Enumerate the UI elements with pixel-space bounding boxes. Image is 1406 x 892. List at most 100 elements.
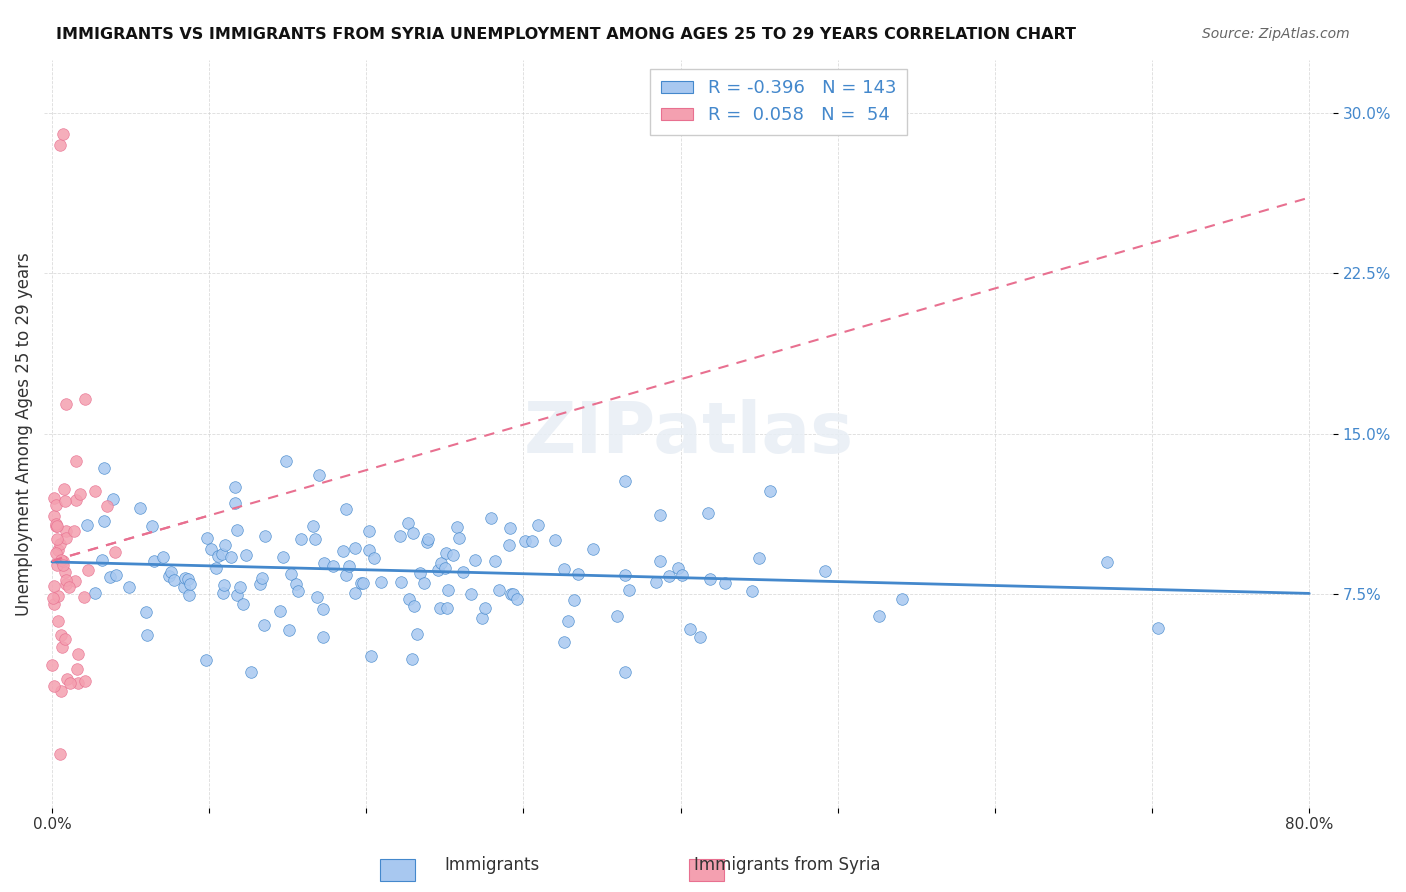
Point [104, 545, 127, 559]
Point [235, 548, 257, 562]
Point [650, 554, 672, 568]
Point [451, 565, 474, 579]
Point [437, 582, 460, 597]
Y-axis label: Unemployment Among Ages 25 to 29 years: Unemployment Among Ages 25 to 29 years [15, 252, 32, 615]
Point [212, 578, 235, 592]
Point [96, 500, 118, 514]
Point [226, 523, 249, 537]
Point [553, 562, 575, 576]
Point [290, 532, 312, 546]
Point [429, 601, 451, 615]
Point [142, 554, 165, 568]
Point [409, 566, 432, 580]
Point [224, 496, 246, 510]
Point [67, 676, 90, 690]
Point [58, 676, 80, 690]
Point [526, 518, 548, 533]
Point [103, 492, 125, 507]
Point [343, 586, 366, 600]
Point [55, 573, 77, 587]
Point [567, 566, 589, 581]
Point [658, 568, 681, 582]
Point [689, 630, 711, 644]
Point [44, 579, 66, 593]
Point [671, 568, 693, 582]
Point [389, 575, 412, 590]
Point [413, 575, 436, 590]
Point [75, 674, 97, 689]
Point [52, 128, 75, 142]
Point [1147, 621, 1170, 635]
Point [105, 568, 128, 582]
Point [195, 531, 218, 545]
Point [614, 568, 637, 582]
Point [396, 516, 419, 530]
Point [45, 532, 67, 546]
Point [232, 597, 254, 611]
Point [53, 482, 76, 496]
Point [76, 518, 98, 533]
Point [614, 474, 637, 488]
Point [582, 541, 605, 556]
Point [488, 583, 510, 598]
Point [484, 554, 506, 568]
Point [53, 566, 76, 580]
Point [498, 521, 520, 535]
Text: IMMIGRANTS VS IMMIGRANTS FROM SYRIA UNEMPLOYMENT AMONG AGES 25 TO 29 YEARS CORRE: IMMIGRANTS VS IMMIGRANTS FROM SYRIA UNEM… [56, 27, 1076, 42]
Point [51, 553, 73, 567]
Point [814, 564, 837, 578]
Text: Source: ZipAtlas.com: Source: ZipAtlas.com [1202, 27, 1350, 41]
Point [360, 649, 382, 664]
Point [613, 665, 636, 679]
Point [55, 531, 77, 545]
Point [249, 577, 271, 591]
Point [446, 520, 468, 534]
Point [479, 511, 502, 525]
Point [135, 628, 157, 642]
Point [173, 580, 195, 594]
Point [226, 588, 249, 602]
Point [66, 648, 89, 662]
FancyBboxPatch shape [380, 859, 415, 881]
Point [45, 545, 67, 559]
Point [62, 524, 84, 539]
Point [644, 574, 666, 589]
Point [55, 397, 77, 411]
Point [58, 580, 80, 594]
Point [562, 592, 585, 607]
Point [515, 533, 537, 548]
Point [221, 550, 243, 565]
Point [498, 538, 520, 552]
Point [42, 597, 65, 611]
Point [557, 614, 579, 628]
Point [388, 529, 411, 543]
Point [406, 627, 429, 641]
Point [224, 480, 246, 494]
Point [160, 565, 183, 579]
Point [65, 454, 87, 468]
Point [194, 653, 217, 667]
Point [91, 553, 114, 567]
Point [460, 587, 482, 601]
Point [402, 525, 425, 540]
Point [65, 493, 87, 508]
Point [506, 591, 529, 606]
Point [759, 483, 782, 498]
Point [352, 576, 374, 591]
Point [52, 554, 75, 568]
Point [890, 592, 912, 607]
Point [157, 569, 180, 583]
Point [285, 576, 308, 591]
Point [117, 580, 139, 594]
Point [344, 541, 367, 555]
Point [173, 571, 195, 585]
Point [544, 533, 567, 548]
Point [45, 519, 67, 533]
Point [84, 484, 107, 499]
Point [46, 543, 69, 558]
Point [302, 519, 325, 533]
Point [211, 586, 233, 600]
Point [434, 561, 457, 575]
Point [72, 590, 94, 604]
Point [520, 533, 543, 548]
